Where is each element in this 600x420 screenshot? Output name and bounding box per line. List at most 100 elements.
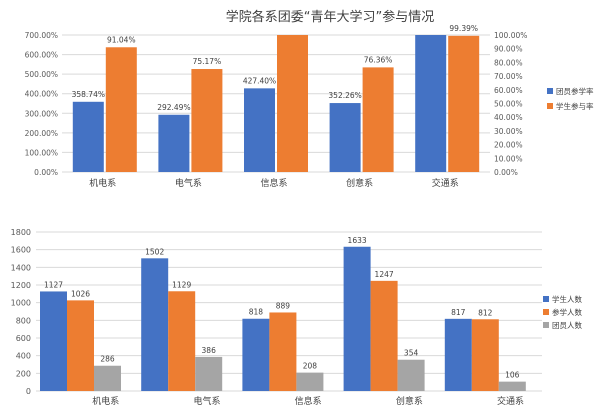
category-label: 信息系 [260, 177, 287, 189]
data-label: 358.74% [72, 90, 105, 99]
y-tick-label: 1200 [11, 281, 31, 290]
chart-headcount: 0 200 400 600 800 1000 1200 1400 1600 1800 1127 10… [11, 228, 583, 407]
bars [40, 246, 526, 391]
y-tick-label: 800 [16, 316, 31, 325]
bar [329, 103, 361, 172]
left-tick-label: 0.00% [34, 168, 58, 177]
bar [94, 365, 121, 391]
category-label: 电气系 [175, 177, 202, 189]
y-axis-ticks: 0 200 400 600 800 1000 1200 1400 1600 1800 [11, 228, 31, 396]
bar [158, 114, 190, 172]
category-label: 电气系 [193, 395, 220, 407]
bar [105, 47, 137, 172]
legend-label: 参学人数 [552, 307, 582, 317]
data-label: 1127 [44, 280, 63, 289]
legend-swatch [543, 296, 549, 302]
bar [471, 319, 499, 391]
right-tick-label: 90.00% [494, 45, 523, 54]
bar [269, 312, 297, 391]
bar [370, 280, 398, 391]
legend-label: 团员人数 [552, 320, 582, 330]
right-tick-label: 0.00% [494, 168, 518, 177]
data-labels: 1127 1026 286 1502 1129 386 818 889 208 1633 1247 3… [44, 236, 520, 380]
bar [448, 35, 480, 173]
data-label: 76.36% [364, 55, 393, 64]
data-label: 286 [100, 355, 115, 364]
bar [195, 356, 223, 391]
category-label: 机电系 [89, 177, 116, 189]
data-label: 1633 [348, 236, 367, 245]
data-label: 354 [404, 349, 419, 358]
data-label: 1026 [71, 289, 90, 298]
bar [362, 67, 394, 172]
chart-participation-rate: 学院各系团委“青年大学习”参与情况 0.00% 100.00% 200.00% 300… [25, 9, 594, 189]
data-label: 208 [303, 362, 318, 371]
left-tick-label: 400.00% [25, 90, 58, 99]
y-tick-label: 200 [16, 369, 31, 378]
bars [72, 35, 480, 173]
right-tick-label: 20.00% [494, 141, 523, 150]
right-tick-label: 40.00% [494, 113, 523, 122]
right-tick-label: 10.00% [494, 154, 523, 163]
legend-label: 学生人数 [552, 294, 582, 304]
data-label: 386 [202, 346, 217, 355]
left-tick-label: 600.00% [25, 51, 58, 60]
y-tick-label: 1800 [11, 228, 31, 237]
legend-swatch [543, 309, 549, 315]
bar [277, 35, 308, 172]
y-tick-label: 1400 [11, 263, 31, 272]
legend-label: 团员参学率 [556, 86, 594, 96]
left-axis-ticks: 0.00% 100.00% 200.00% 300.00% 400.00% 500.00%… [25, 31, 58, 177]
data-label: 292.49% [157, 103, 190, 112]
bar [296, 372, 324, 391]
right-tick-label: 70.00% [494, 72, 523, 81]
y-tick-label: 1000 [11, 299, 31, 308]
y-tick-label: 600 [16, 334, 31, 343]
legend-swatch [543, 322, 549, 328]
data-label: 91.04% [107, 35, 136, 44]
legend-swatch [547, 103, 553, 109]
bar [415, 35, 447, 172]
legend-swatch [547, 88, 553, 94]
bar [444, 318, 472, 391]
category-label: 机电系 [92, 395, 119, 407]
chart-title: 学院各系团委“青年大学习”参与情况 [226, 9, 434, 25]
left-tick-label: 200.00% [25, 129, 58, 138]
right-tick-label: 80.00% [494, 58, 523, 67]
bar [40, 291, 67, 391]
left-tick-label: 500.00% [25, 70, 58, 79]
category-label: 创意系 [396, 395, 423, 407]
data-label: 1502 [145, 247, 164, 256]
category-label: 交通系 [432, 177, 459, 189]
category-labels: 机电系 电气系 信息系 创意系 交通系 [92, 395, 524, 407]
data-label: 817 [451, 308, 466, 317]
category-labels: 机电系 电气系 信息系 创意系 交通系 [89, 177, 458, 189]
data-labels: 358.74% 91.04% 292.49% 75.17% 427.40% 352.26%… [72, 24, 478, 112]
left-tick-label: 700.00% [25, 31, 58, 40]
bar [498, 381, 526, 391]
right-tick-label: 60.00% [494, 86, 523, 95]
data-label: 889 [276, 301, 291, 310]
y-tick-label: 1600 [11, 246, 31, 255]
legend-label: 学生参与率 [556, 101, 594, 111]
data-label: 1129 [172, 280, 191, 289]
data-label: 1247 [375, 270, 394, 279]
left-tick-label: 100.00% [25, 148, 58, 157]
data-label: 75.17% [193, 57, 222, 66]
bar [397, 359, 425, 391]
data-label: 352.26% [328, 91, 361, 100]
right-tick-label: 50.00% [494, 100, 523, 109]
left-tick-label: 300.00% [25, 109, 58, 118]
bar [168, 291, 196, 391]
category-label: 信息系 [295, 395, 322, 407]
right-tick-label: 100.00% [494, 31, 527, 40]
bar [191, 69, 223, 172]
bar [141, 258, 169, 391]
category-label: 创意系 [346, 177, 373, 189]
bar [343, 246, 371, 391]
y-tick-label: 0 [26, 387, 31, 396]
bar [67, 300, 94, 391]
